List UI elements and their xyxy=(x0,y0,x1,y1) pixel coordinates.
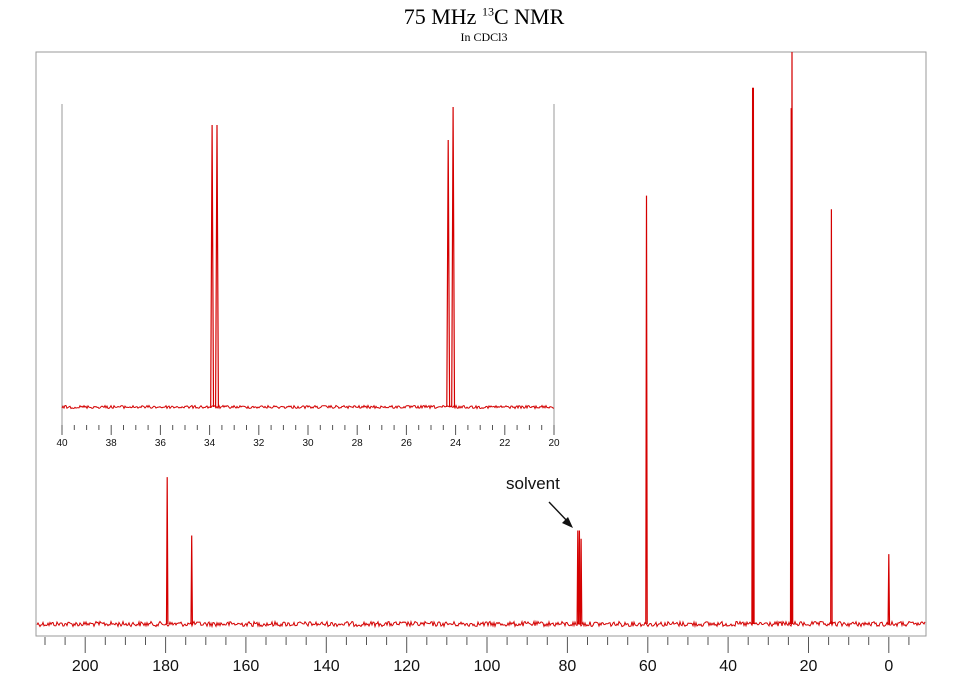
inset-x-tick-label: 32 xyxy=(253,438,265,449)
main-x-tick-label: 120 xyxy=(393,658,420,674)
main-x-axis xyxy=(44,637,910,653)
main-x-tick-labels: 200 180 160 140 120 100 80 60 40 20 0 xyxy=(72,658,893,674)
chart-title: 75 MHz 13C NMR xyxy=(0,4,968,30)
main-peak-1 xyxy=(190,535,193,625)
inset-peak-3 xyxy=(451,106,456,408)
chart-subtitle: In CDCl3 xyxy=(460,30,508,44)
inset-x-tick-label: 30 xyxy=(302,438,314,449)
main-x-tick-label: 140 xyxy=(313,658,340,674)
main-x-tick-label: 200 xyxy=(72,658,99,674)
solvent-label: solvent xyxy=(506,474,560,493)
inset-peaks xyxy=(210,106,456,408)
main-peak-7 xyxy=(752,87,755,625)
main-peak-11 xyxy=(887,554,891,625)
title-main: 75 MHz xyxy=(403,4,482,29)
main-peak-3 xyxy=(578,530,581,625)
inset-x-tick-label: 34 xyxy=(204,438,216,449)
inset-x-tick-label: 24 xyxy=(450,438,462,449)
main-x-tick-label: 0 xyxy=(884,658,893,674)
inset-peak-1 xyxy=(215,124,219,408)
main-x-tick-label: 40 xyxy=(719,658,737,674)
inset-x-tick-label: 40 xyxy=(56,438,68,449)
inset-x-tick-labels: 40 38 36 34 32 30 28 26 24 22 20 xyxy=(56,438,560,449)
main-peak-2 xyxy=(576,530,580,625)
inset-x-tick-label: 38 xyxy=(106,438,118,449)
inset-x-axis xyxy=(61,425,555,435)
main-peak-0 xyxy=(165,477,169,625)
solvent-annotation: solvent xyxy=(506,474,573,528)
main-x-tick-label: 20 xyxy=(800,658,818,674)
main-x-tick-label: 160 xyxy=(233,658,260,674)
main-x-tick-label: 180 xyxy=(152,658,179,674)
inset-peak-2 xyxy=(446,139,451,408)
inset-plot: 40 38 36 34 32 30 28 26 24 22 20 xyxy=(56,104,560,449)
main-peaks xyxy=(165,51,891,625)
main-peak-4 xyxy=(579,538,583,625)
main-x-tick-label: 100 xyxy=(474,658,501,674)
inset-x-tick-label: 22 xyxy=(499,438,511,449)
main-peak-5 xyxy=(645,195,648,625)
main-x-tick-label: 60 xyxy=(639,658,657,674)
main-peak-9 xyxy=(790,51,794,625)
inset-x-tick-label: 20 xyxy=(548,438,560,449)
inset-x-tick-label: 26 xyxy=(401,438,413,449)
inset-x-tick-label: 28 xyxy=(352,438,364,449)
inset-x-tick-label: 36 xyxy=(155,438,167,449)
main-spectrum-line xyxy=(36,619,926,629)
inset-peak-0 xyxy=(210,124,215,408)
main-plot-frame xyxy=(35,51,927,637)
inset-spectrum-line xyxy=(61,404,555,410)
main-x-tick-label: 80 xyxy=(559,658,577,674)
title-isotope-superscript: 13 xyxy=(481,4,494,19)
title-rest: C NMR xyxy=(493,4,565,29)
solvent-arrow-head xyxy=(562,517,573,528)
main-peak-10 xyxy=(830,209,833,625)
